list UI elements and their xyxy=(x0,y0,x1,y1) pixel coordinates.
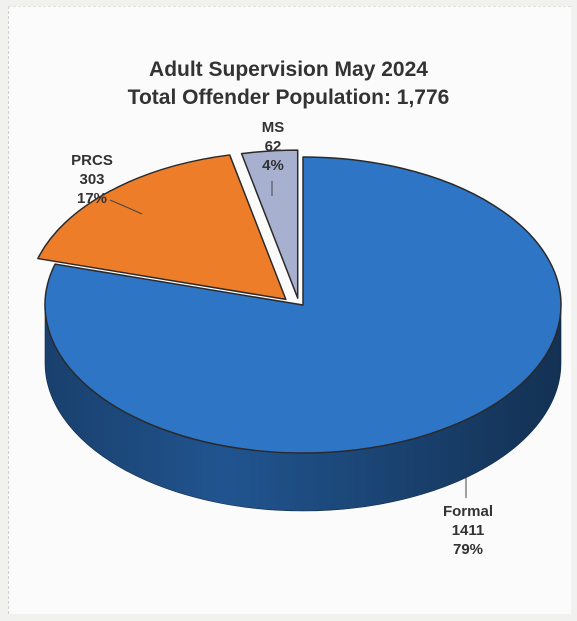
label-prcs: PRCS 303 17% xyxy=(62,151,122,208)
label-formal-percent: 79% xyxy=(452,541,484,558)
pie-slice-ms xyxy=(240,149,299,299)
label-ms-name: MS xyxy=(261,119,285,136)
label-formal-name: Formal xyxy=(442,503,493,520)
leader-prcs xyxy=(109,199,143,215)
pie-slice-formal xyxy=(44,156,562,454)
label-ms: MS 62 4% xyxy=(243,118,303,175)
chart-subtitle: Total Offender Population: 1,776 xyxy=(127,86,450,109)
label-prcs-name: PRCS xyxy=(71,152,113,169)
label-formal: Formal 1411 79% xyxy=(430,502,506,559)
label-ms-value: 62 xyxy=(264,138,282,155)
chart-title: Adult Supervision May 2024 xyxy=(149,58,428,81)
pie-slice-prcs xyxy=(37,154,287,301)
label-formal-value: 1411 xyxy=(451,522,485,539)
label-prcs-percent: 17% xyxy=(76,190,108,207)
label-ms-percent: 4% xyxy=(262,157,284,174)
label-prcs-value: 303 xyxy=(79,171,105,188)
